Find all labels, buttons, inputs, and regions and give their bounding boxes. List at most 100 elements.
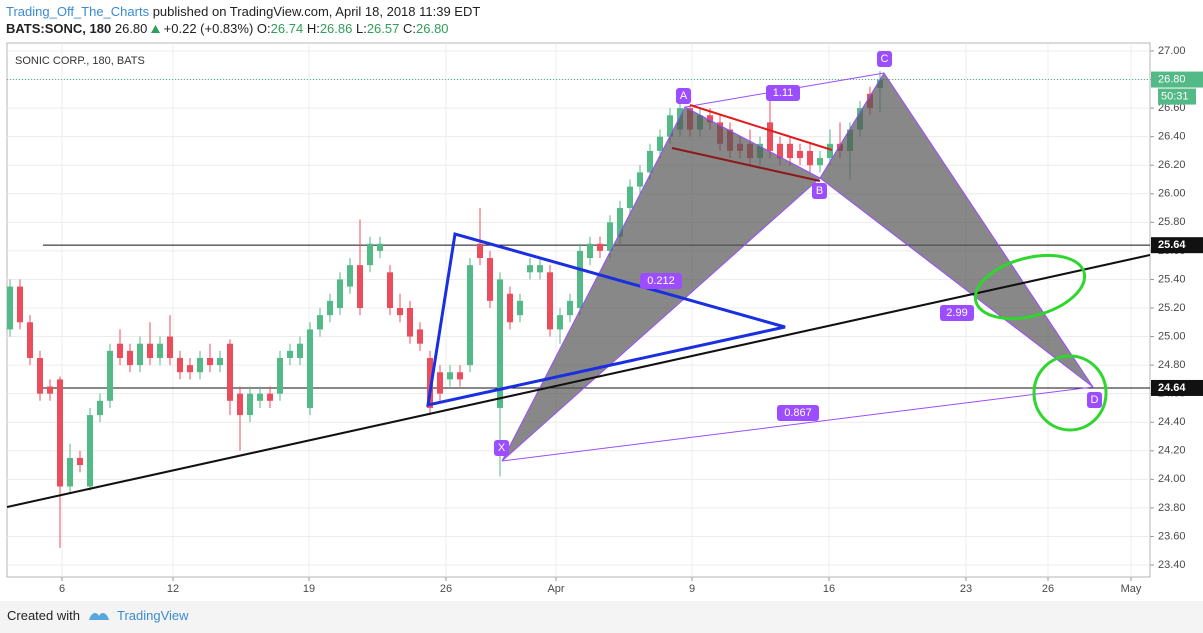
brand-logo	[89, 612, 109, 620]
countdown-box	[1158, 88, 1196, 105]
x-tick-label: May	[1121, 583, 1142, 595]
candle-body	[667, 115, 673, 137]
candle-body	[447, 372, 453, 380]
candle-body	[167, 336, 173, 358]
candle-body	[247, 393, 253, 416]
target-ellipse	[973, 253, 1087, 321]
candle-body	[617, 208, 623, 237]
candle-body	[307, 329, 313, 408]
candle-body	[47, 386, 53, 394]
candle-body	[777, 143, 783, 159]
y-tick-label: 25.80	[1158, 216, 1186, 228]
candle-body	[577, 250, 583, 309]
candle-body	[827, 143, 833, 159]
x-tick-label: 19	[303, 583, 315, 595]
candle-body	[547, 272, 553, 330]
pattern-bcd	[819, 72, 1094, 388]
candle-body	[357, 265, 363, 309]
candle-body	[57, 379, 63, 487]
candle-body	[127, 350, 133, 366]
candle-body	[527, 265, 533, 273]
ratio-box	[777, 405, 819, 421]
x-tick-label: 16	[823, 583, 835, 595]
y-tick-label: 24.40	[1158, 416, 1186, 428]
candle-body	[787, 143, 793, 159]
point-label: A	[680, 90, 688, 102]
h-label: H:	[306, 21, 320, 36]
y-tick-label: 26.20	[1158, 159, 1186, 171]
trend-line	[7, 254, 1150, 508]
point-label: X	[498, 442, 506, 454]
triangle	[426, 232, 786, 407]
ratio-label: 0.867	[784, 407, 812, 419]
label-box	[494, 440, 509, 456]
point-label: D	[1091, 394, 1099, 406]
header: Trading_Off_The_Charts published on Trad…	[6, 3, 480, 37]
author-link[interactable]: Trading_Off_The_Charts	[6, 4, 150, 19]
l-label: L:	[355, 21, 367, 36]
candle-body	[197, 357, 203, 373]
candle-body	[567, 300, 573, 316]
x-tick-label: 26	[1042, 583, 1054, 595]
candle-body	[237, 393, 243, 416]
x-tick-label: Apr	[547, 583, 564, 595]
candle-body	[207, 357, 213, 366]
candle-body	[37, 357, 43, 394]
candle-body	[557, 315, 563, 330]
candle-body	[817, 158, 823, 166]
candle-body	[477, 243, 483, 259]
level-label: 24.64	[1158, 382, 1186, 394]
chart: X A B C D 0.212 1.11 2.99 0.867 SONIC CO…	[6, 42, 1203, 595]
candle-body	[267, 393, 273, 401]
x-tick-label: 6	[59, 583, 65, 595]
o-label: O:	[256, 21, 271, 36]
point-label: B	[816, 185, 823, 197]
candle-body	[507, 293, 513, 323]
channel-top	[689, 104, 833, 151]
candle-body	[627, 186, 633, 209]
candle-body	[637, 172, 643, 187]
symbol: BATS:SONC, 180	[6, 21, 112, 36]
ratio-label: 0.212	[647, 275, 675, 287]
label-box	[676, 88, 691, 104]
candle-body	[407, 308, 413, 337]
candle-body	[117, 343, 123, 358]
published: published on TradingView.com, April 18, …	[149, 4, 481, 19]
candle-body	[97, 400, 103, 416]
target-ellipse	[1032, 354, 1108, 432]
candle-body	[707, 115, 713, 123]
candle-body	[337, 279, 343, 309]
candle-body	[177, 357, 183, 373]
candle-body	[347, 265, 353, 287]
candle-body	[277, 357, 283, 394]
channel-bottom	[671, 147, 821, 182]
y-tick-label: 25.00	[1158, 330, 1186, 342]
footer: Created with TradingView	[0, 601, 1203, 633]
candle-body	[397, 308, 403, 316]
x-tick-label: 9	[689, 583, 695, 595]
candle-body	[647, 150, 653, 173]
candle-body	[7, 286, 13, 330]
y-tick-label: 23.80	[1158, 502, 1186, 514]
y-tick-label: 23.60	[1158, 530, 1186, 542]
chart-title: SONIC CORP., 180, BATS	[15, 55, 145, 67]
last-price-label: 26.80	[1158, 73, 1186, 85]
publish-line: Trading_Off_The_Charts published on Trad…	[6, 3, 480, 20]
y-tick-label: 26.60	[1158, 102, 1186, 114]
last-price-box	[1151, 71, 1203, 88]
y-tick-label: 25.20	[1158, 302, 1186, 314]
candle-body	[457, 372, 463, 380]
candle-body	[217, 357, 223, 366]
high: 26.86	[319, 21, 353, 36]
y-tick-label: 24.80	[1158, 359, 1186, 371]
plot-area	[6, 42, 1151, 578]
candle-body	[107, 350, 113, 401]
label-box	[1087, 392, 1102, 408]
brand-link[interactable]: TradingView	[117, 608, 189, 623]
candle-body	[317, 315, 323, 330]
candle-body	[597, 243, 603, 251]
candle-body	[497, 279, 503, 408]
x-tick-label: 26	[440, 583, 452, 595]
created-with: Created with	[7, 608, 80, 623]
candle-body	[467, 265, 473, 366]
